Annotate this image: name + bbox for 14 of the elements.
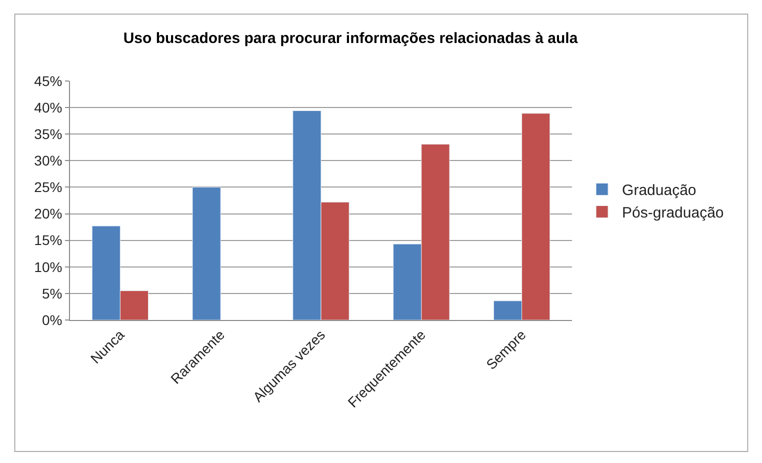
y-tick-label: 10%	[34, 258, 62, 275]
y-tick-label: 45%	[34, 72, 62, 89]
legend-label: Pós-graduação	[622, 204, 724, 222]
y-tick-label: 30%	[34, 152, 62, 169]
y-tick-label: 0%	[42, 312, 62, 328]
y-tick-label: 5%	[42, 285, 62, 302]
y-tick-label: 20%	[34, 206, 62, 222]
y-tick-label: 40%	[34, 99, 62, 116]
y-tick-label: 15%	[34, 232, 62, 248]
bar	[192, 186, 221, 320]
legend-label: Graduação	[622, 182, 696, 200]
y-tick-label: 35%	[34, 126, 62, 142]
chart-title: Uso buscadores para procurar informações relacionadas à aula	[123, 30, 578, 47]
y-tick-label: 25%	[34, 179, 62, 196]
